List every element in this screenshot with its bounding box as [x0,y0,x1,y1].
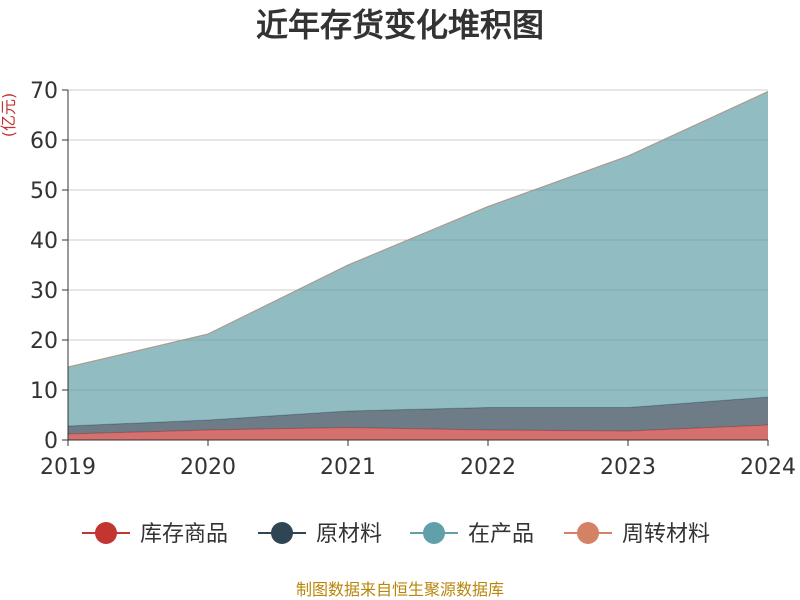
legend-item-周转材料[interactable]: 周转材料 [564,522,710,547]
x-tick-label: 2024 [740,455,796,480]
x-tick-label: 2019 [40,455,96,480]
legend-item-在产品[interactable]: 在产品 [410,522,534,547]
legend-label: 在产品 [468,522,534,547]
area-在产品 [68,91,768,426]
area-edge-周转材料 [67,91,769,368]
x-tick-label: 2022 [460,455,516,480]
area-原材料 [68,397,768,434]
x-tick-label: 2020 [180,455,236,480]
legend-marker [95,522,117,544]
axes: 0 10 20 30 40 50 60 70 2019 2020 2021 2022 2023 2024 [30,79,796,480]
legend-marker [423,522,445,544]
legend-label: 原材料 [316,522,382,547]
x-tick-label: 2021 [320,455,376,480]
area-series-group [67,91,769,440]
y-tick-label: 30 [30,279,58,304]
chart-title: 近年存货变化堆积图 [256,6,544,44]
area-库存商品 [68,425,768,440]
legend-marker [577,522,599,544]
y-tick-label: 40 [30,229,58,254]
y-tick-label: 60 [30,129,58,154]
data-source-note: 制图数据来自恒生聚源数据库 [296,580,504,599]
x-tick-label: 2023 [600,455,656,480]
y-tick-label: 20 [30,329,58,354]
y-unit-label: (亿元) [0,93,18,138]
legend[interactable]: 库存商品 原材料 在产品 周转材料 [82,522,710,547]
y-tick-label: 0 [44,429,58,454]
y-tick-label: 70 [30,79,58,104]
y-tick-label: 50 [30,179,58,204]
y-tick-label: 10 [30,379,58,404]
legend-label: 周转材料 [622,522,710,547]
legend-item-库存商品[interactable]: 库存商品 [82,522,228,547]
legend-label: 库存商品 [140,522,228,547]
legend-item-原材料[interactable]: 原材料 [258,522,382,547]
legend-marker [271,522,293,544]
